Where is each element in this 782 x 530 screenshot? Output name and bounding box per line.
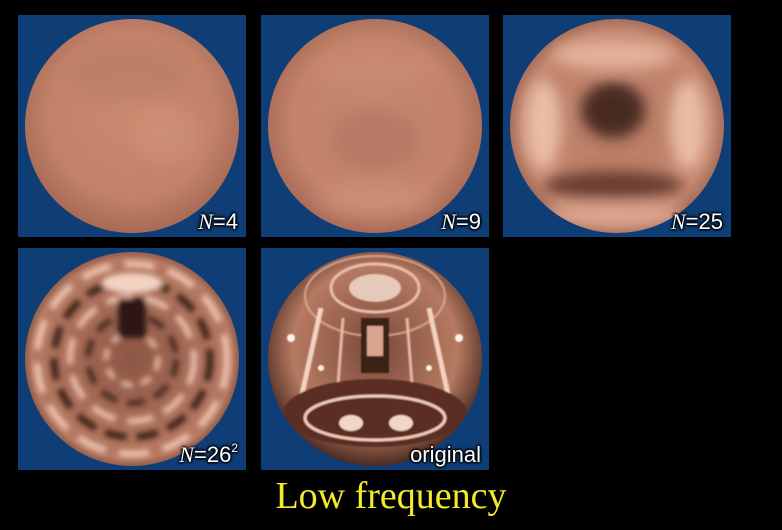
caption-low-frequency: Low frequency — [275, 475, 507, 517]
sphere-panel-original: original — [261, 248, 489, 470]
sphere-image-n25 — [510, 19, 724, 233]
sphere-image-n26-squared — [25, 252, 239, 466]
panel-label-n4: N=4 — [198, 209, 238, 234]
panel-label-n9: N=9 — [441, 209, 481, 234]
panel-label-original: original — [410, 442, 481, 467]
sphere-panel-n9: N=9 — [261, 15, 489, 237]
sphere-panel-n4: N=4 — [18, 15, 246, 237]
panel-label-n25: N=25 — [670, 209, 723, 234]
sphere-image-original — [268, 252, 482, 466]
sphere-panel-n25: N=25 — [503, 15, 731, 237]
sphere-image-n9 — [268, 19, 482, 233]
panel-label-n26-squared: N=262 — [179, 441, 238, 467]
sphere-image-n4 — [25, 19, 239, 233]
sphere-panel-n26-squared: N=262 — [18, 248, 246, 470]
